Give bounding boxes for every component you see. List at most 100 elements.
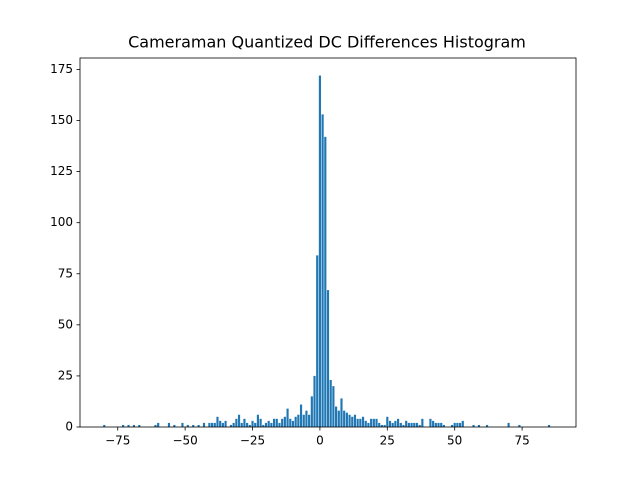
bar — [337, 410, 340, 427]
bar — [305, 410, 308, 427]
bar — [547, 424, 551, 427]
bar — [213, 422, 216, 427]
y-tick-label: 175 — [50, 62, 73, 76]
bar — [211, 422, 214, 427]
y-tick-label: 0 — [65, 420, 73, 434]
bar — [485, 424, 489, 427]
x-tick-label: −50 — [172, 434, 197, 448]
bar — [340, 398, 343, 427]
bar — [122, 424, 125, 427]
bar — [380, 424, 383, 427]
bar — [132, 424, 135, 427]
bar — [442, 424, 445, 427]
bar — [267, 420, 270, 427]
bar — [273, 418, 276, 427]
bar — [356, 418, 359, 427]
y-tick-label: 100 — [50, 215, 73, 229]
bar — [348, 414, 351, 427]
y-tick-label: 150 — [50, 113, 73, 127]
bar — [235, 418, 238, 427]
x-tick-label: 25 — [380, 434, 395, 448]
bar — [405, 420, 408, 427]
bar — [434, 422, 437, 427]
bar — [167, 422, 171, 427]
bar — [237, 414, 241, 427]
chart-title: Cameraman Quantized DC Differences Histo… — [128, 33, 526, 52]
bar — [353, 414, 357, 427]
bar — [359, 418, 362, 427]
bar — [453, 422, 456, 427]
bar — [415, 422, 419, 427]
bar — [299, 404, 303, 427]
x-tick-label: −75 — [105, 434, 130, 448]
plot-frame — [79, 57, 577, 428]
bar — [367, 422, 370, 427]
bar — [440, 422, 443, 427]
bar — [361, 416, 365, 427]
bar — [429, 418, 432, 427]
bar — [432, 420, 435, 427]
bar — [477, 424, 481, 427]
bar — [192, 424, 195, 427]
bar — [459, 422, 462, 427]
bar — [407, 422, 410, 427]
bar — [270, 422, 273, 427]
bar — [208, 422, 211, 427]
bar — [308, 414, 311, 427]
x-tick-label: 50 — [447, 434, 462, 448]
bar — [310, 396, 313, 427]
bar — [283, 416, 286, 427]
bar — [394, 420, 397, 427]
y-tick-label: 50 — [58, 317, 73, 331]
bar — [181, 422, 184, 427]
bar — [278, 422, 281, 427]
bar — [294, 416, 297, 427]
bar — [251, 420, 254, 427]
bar — [254, 422, 257, 427]
bar — [324, 136, 327, 427]
bar — [450, 424, 454, 427]
bar — [364, 420, 367, 427]
x-tick-label: 0 — [316, 434, 324, 448]
bar — [229, 424, 233, 427]
bar — [286, 408, 289, 427]
bar — [345, 412, 348, 427]
bar — [232, 422, 235, 427]
bar — [262, 424, 265, 427]
bar — [216, 416, 219, 427]
bar — [378, 422, 381, 427]
bar — [259, 418, 262, 427]
bar — [507, 422, 510, 427]
bar — [343, 410, 346, 427]
bar — [391, 422, 394, 427]
bar — [399, 422, 402, 427]
bar — [138, 424, 141, 427]
bar — [518, 424, 521, 427]
bar — [246, 422, 249, 427]
bar — [386, 416, 389, 427]
bar — [335, 406, 338, 427]
bar — [248, 424, 251, 427]
bar — [281, 418, 284, 427]
bar — [351, 416, 354, 427]
bar — [302, 414, 305, 427]
bar — [127, 424, 130, 427]
bar — [256, 414, 259, 427]
bar — [321, 114, 324, 427]
bar — [372, 418, 375, 427]
y-tick-label: 75 — [58, 266, 73, 280]
bar — [329, 380, 332, 427]
bar — [437, 422, 440, 427]
y-tick-label: 125 — [50, 164, 73, 178]
bar — [264, 422, 268, 427]
bar — [397, 418, 400, 427]
y-tick-label: 25 — [58, 368, 73, 382]
bar — [410, 422, 413, 427]
bar — [275, 418, 278, 427]
bar — [291, 420, 295, 427]
bar — [173, 424, 176, 427]
bar — [240, 422, 243, 427]
bar — [243, 418, 246, 427]
bar — [297, 414, 300, 427]
